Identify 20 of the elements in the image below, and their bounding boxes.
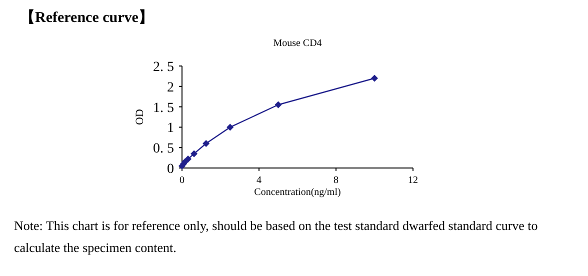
- point: [371, 74, 378, 82]
- x-tick-label: 4: [256, 175, 262, 186]
- text: Note: This chart is for reference only, should be based on the test standard dwarfed standard curve to calculate the specimen content.: [14, 217, 539, 257]
- y-tick-label: 1: [167, 121, 174, 136]
- y-tick-label: 2. 5: [153, 60, 174, 75]
- point: [184, 156, 192, 163]
- x-tick-label: 8: [334, 175, 338, 186]
- y-tick-label: 0. 5: [153, 142, 174, 157]
- x-axis-title: Concentration(ng/ml): [254, 187, 341, 198]
- x-tick-label: 12: [408, 175, 418, 186]
- chart-subtitle: Mouse CD4: [273, 38, 322, 49]
- y-axis-title: OD: [134, 109, 146, 125]
- point: [226, 124, 234, 131]
- point: [190, 150, 198, 158]
- x-tick-label: 0: [180, 175, 184, 186]
- chart-title: 【Reference curve】: [20, 8, 154, 27]
- point: [202, 140, 210, 148]
- point: [274, 101, 282, 108]
- y-tick-label: 2: [167, 80, 174, 96]
- y-tick-label: 1. 5: [153, 100, 174, 116]
